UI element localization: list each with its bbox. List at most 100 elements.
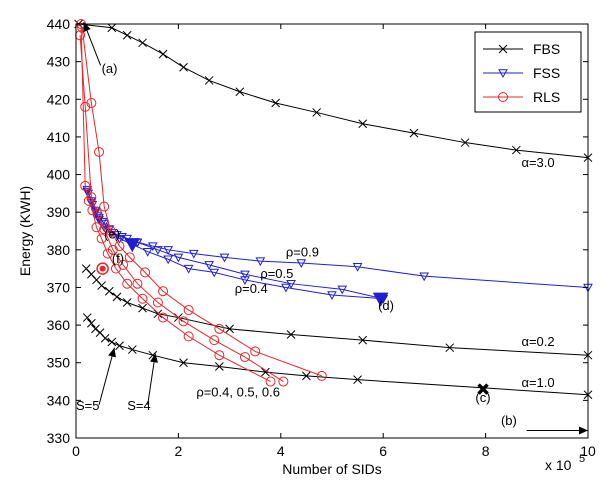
data-point-fbs-1-11-stroke-b bbox=[286, 330, 296, 339]
data-point-fbs-0-9 bbox=[312, 108, 321, 117]
data-point-fbs-0-10 bbox=[358, 119, 368, 129]
data-point-fbs-1-13 bbox=[445, 343, 455, 353]
data-point-fbs-1-2-stroke-b bbox=[92, 275, 101, 285]
data-point-fbs-2-5-stroke-b bbox=[107, 337, 117, 347]
highlight-point-2-ring bbox=[96, 262, 109, 275]
data-point-rls-0-12 bbox=[214, 350, 225, 361]
data-point-rls-2-3 bbox=[99, 201, 110, 212]
data-point-fbs-1-5 bbox=[112, 292, 122, 302]
data-point-fbs-1-4 bbox=[104, 286, 114, 296]
annotation-label-6: α=3.0 bbox=[521, 155, 554, 170]
data-point-fss-2-11 bbox=[240, 276, 250, 285]
legend-marker-fbs-stroke-b bbox=[498, 44, 508, 54]
highlight-point-3 bbox=[477, 383, 489, 395]
data-point-rls-2-1 bbox=[86, 98, 97, 109]
annotation-arrow-3 bbox=[147, 353, 158, 405]
data-point-rls-1-3 bbox=[92, 209, 103, 220]
data-point-fbs-2-1 bbox=[87, 318, 96, 328]
data-point-fbs-0-9-stroke-b bbox=[312, 108, 321, 117]
y-tick-label-3: 360 bbox=[47, 317, 71, 333]
data-point-fbs-0-10-stroke-b bbox=[358, 119, 368, 129]
annotation-label-7: α=0.2 bbox=[521, 334, 554, 349]
data-point-fbs-2-13-stroke-b bbox=[353, 375, 362, 385]
data-point-fbs-0-7-stroke-b bbox=[235, 87, 245, 97]
data-point-fbs-1-3 bbox=[97, 281, 106, 290]
data-point-fbs-0-12 bbox=[460, 138, 470, 147]
y-tick-label-9: 420 bbox=[47, 91, 71, 107]
data-point-rls-0-3 bbox=[87, 205, 98, 216]
annotation-label-3: (d) bbox=[378, 298, 394, 313]
y-tick-label-4: 370 bbox=[47, 279, 71, 295]
legend-marker-rls bbox=[498, 92, 508, 102]
x-tick-label-1: 2 bbox=[175, 443, 183, 459]
data-point-fbs-0-1 bbox=[107, 23, 117, 33]
annotation-arrow-0-head bbox=[83, 22, 91, 32]
y-tick-label-2: 350 bbox=[47, 355, 71, 371]
data-point-rls-1-4 bbox=[99, 224, 110, 235]
y-axis-label: Energy (KWH) bbox=[17, 186, 33, 276]
annotation-arrow-1 bbox=[526, 426, 588, 435]
data-point-rls-1-6 bbox=[118, 259, 129, 270]
y-tick-label-7: 400 bbox=[47, 167, 71, 183]
data-point-fbs-0-2-stroke-b bbox=[122, 30, 132, 40]
data-point-fss-2-8 bbox=[163, 255, 174, 265]
y-tick-label-5: 380 bbox=[47, 242, 71, 258]
data-point-rls-2-5 bbox=[114, 241, 125, 252]
data-point-fbs-2-10-stroke-b bbox=[215, 362, 224, 371]
y-tick-label-11: 440 bbox=[47, 16, 71, 32]
highlight-point-2-dot bbox=[99, 265, 106, 272]
data-point-fbs-0-8 bbox=[271, 98, 281, 108]
data-point-fbs-0-4 bbox=[158, 49, 168, 59]
data-point-fbs-1-7 bbox=[138, 303, 147, 313]
data-point-fbs-0-11-stroke-b bbox=[409, 128, 419, 138]
data-point-rls-1-7 bbox=[132, 278, 143, 289]
data-point-rls-2-9 bbox=[183, 305, 194, 316]
annotation-label-13: S=5 bbox=[76, 398, 100, 413]
data-point-fbs-1-0-stroke-b bbox=[81, 264, 91, 273]
data-point-rls-0-4 bbox=[91, 222, 102, 233]
data-point-fss-0-15 bbox=[352, 263, 363, 272]
data-point-fbs-0-13 bbox=[511, 145, 521, 155]
data-point-fss-1-6 bbox=[117, 232, 127, 242]
y-tick-label-6: 390 bbox=[47, 204, 71, 220]
annotation-label-5: (f) bbox=[112, 251, 124, 266]
highlight-point-3-stroke-b bbox=[477, 383, 489, 395]
data-point-rls-0-9 bbox=[137, 293, 148, 304]
data-point-fbs-1-10-stroke-b bbox=[225, 324, 234, 334]
data-point-fbs-0-6-stroke-b bbox=[204, 76, 214, 85]
data-point-fbs-2-6 bbox=[115, 341, 124, 351]
legend-box bbox=[474, 31, 582, 113]
data-point-fbs-1-13-stroke-b bbox=[445, 343, 455, 353]
annotation-arrow-3-head bbox=[150, 353, 158, 363]
data-point-rls-0-10 bbox=[158, 312, 169, 323]
data-point-fbs-1-12-stroke-b bbox=[358, 335, 368, 345]
data-point-rls-1-9 bbox=[178, 316, 189, 327]
series-rls-line-1 bbox=[79, 35, 284, 382]
y-tick-label-0: 330 bbox=[47, 430, 71, 446]
data-point-rls-2-7 bbox=[140, 267, 151, 278]
data-point-fbs-1-7-stroke-b bbox=[138, 303, 147, 313]
annotation-arrow-2-head bbox=[108, 347, 116, 358]
data-point-rls-0-5 bbox=[96, 233, 107, 244]
data-point-rls-2-10 bbox=[214, 323, 225, 334]
legend-marker-fbs bbox=[498, 44, 508, 54]
data-point-fss-2-5 bbox=[114, 234, 125, 244]
data-point-rls-2-11 bbox=[250, 346, 261, 357]
highlight-point-2 bbox=[96, 262, 109, 275]
data-point-fss-1-11 bbox=[240, 270, 250, 280]
data-point-fss-0-16 bbox=[419, 272, 430, 282]
data-point-fbs-1-8 bbox=[153, 309, 163, 319]
data-point-fss-1-9 bbox=[173, 253, 184, 263]
data-point-rls-2-6 bbox=[124, 252, 135, 263]
data-point-fbs-0-7 bbox=[235, 87, 245, 97]
annotations: (a) (b) (c) (d) (e) (f) α=3.0 α=0.2 α=1.0 ρ=0.9 ρ=… bbox=[76, 21, 588, 435]
annotation-label-1: (b) bbox=[501, 413, 517, 428]
annotation-arrow-2-shaft bbox=[98, 347, 115, 406]
data-point-fss-1-13 bbox=[337, 285, 348, 295]
data-point-fss-0-14 bbox=[296, 259, 307, 269]
data-point-fbs-2-11-stroke-b bbox=[261, 367, 270, 377]
data-point-fbs-2-1-stroke-b bbox=[87, 318, 96, 328]
data-point-rls-0-1 bbox=[80, 180, 91, 191]
data-point-rls-0-13 bbox=[265, 376, 276, 387]
